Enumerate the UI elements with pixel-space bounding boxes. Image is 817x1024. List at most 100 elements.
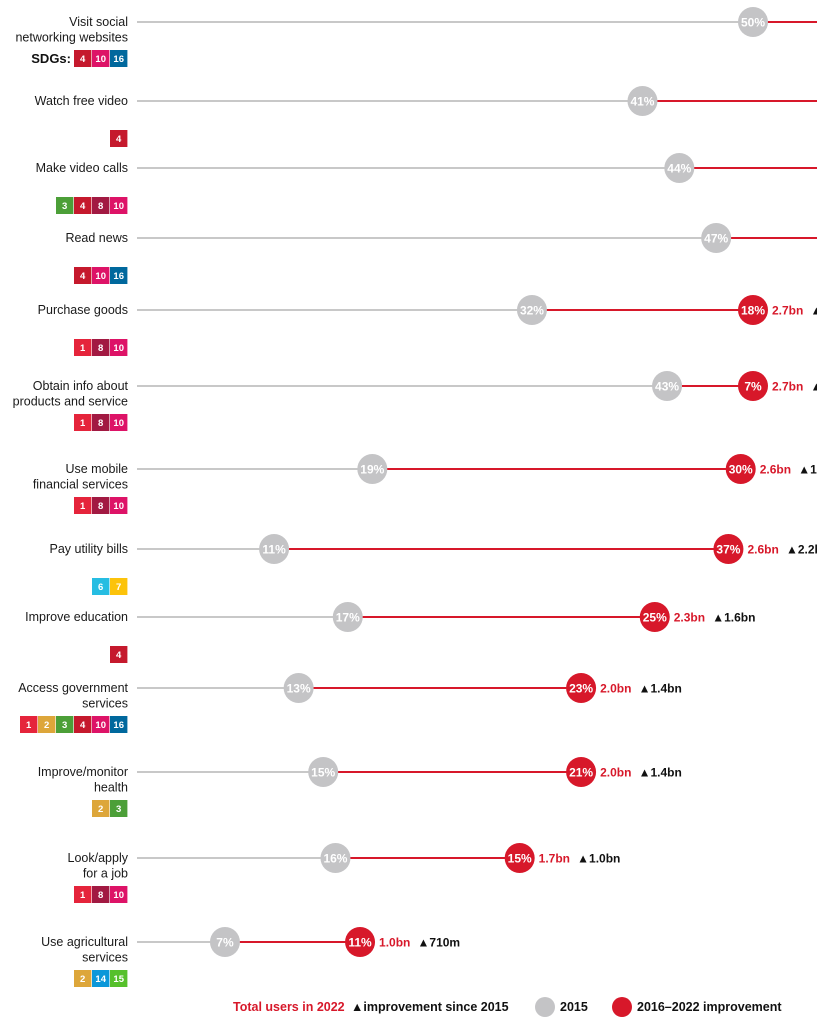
sdg-badge-label: 15 [113,974,124,985]
bubble-2015 [652,371,683,401]
sdg-badge [92,716,110,733]
row-label: networking websites [15,31,128,45]
bubble-2015 [308,757,339,787]
improvement-label: ▲1.5bn [811,304,817,318]
legend-2015-marker [535,997,555,1017]
total-users-label: 2.0bn [600,766,631,780]
sdg-badge [110,130,128,147]
sdg-badge [110,497,128,514]
sdg-badge-label: 10 [113,418,124,429]
sdg-badge [92,197,110,214]
row-label: Access government [18,681,128,695]
bubble-2015-label: 43% [655,380,679,394]
bubble-2015 [664,153,695,183]
legend-improvement-label: ▲improvement since 2015 [351,1000,509,1014]
bubble-2015 [516,295,547,325]
sdg-badge [110,50,128,67]
total-users-label: 2.0bn [600,682,631,696]
improvement-label: ▲1.0bn [577,852,620,866]
sdg-badge-label: 16 [113,271,124,282]
chart-rows: 50%18%3.7bn▲1.7bnVisit socialnetworking … [13,7,817,987]
sdg-badge-label: 2 [44,720,49,731]
sdg-badge [92,886,110,903]
sdg-badge-label: 3 [62,201,67,212]
sdg-badge [110,578,128,595]
sdg-badge [56,716,74,733]
sdg-badge [92,339,110,356]
bubble-improvement-label: 37% [716,543,740,557]
sdg-badge [74,414,92,431]
total-users-label: 2.7bn [772,304,803,318]
row-label: Read news [65,231,128,245]
legend-total-label: Total users in 2022 [233,1000,345,1014]
bubble-2015 [209,927,240,957]
sdg-badge [110,970,128,987]
sdg-badge-label: 6 [98,582,103,593]
sdg-prefix-label: SDGs: [31,51,71,66]
bubble-2015-label: 41% [630,95,654,109]
total-users-label: 1.7bn [539,852,570,866]
sdg-badge [74,716,92,733]
sdg-badge-label: 3 [116,804,121,815]
row-label: Watch free video [35,94,128,108]
bubble-2015-label: 16% [323,852,347,866]
chart-row: 43% 7% 2.7bn ▲1.0bn Obtain info about product… [13,371,817,431]
chart-row: 11% 37% 2.6bn ▲2.2bn Pay utility bills 6 7 [50,534,817,595]
bubble-improvement [504,843,535,873]
sdg-badge [110,886,128,903]
bubble-2015 [283,673,314,703]
sdg-badge-label: 1 [80,501,86,512]
sdg-badge-label: 14 [95,974,106,985]
sdg-badge-label: 4 [116,650,122,661]
bubble-2015-label: 13% [287,682,311,696]
sdg-badge-label: 10 [95,720,106,731]
bubble-2015-label: 19% [360,463,384,477]
sdg-badge-label: 10 [113,890,124,901]
improvement-label: ▲710m [418,936,461,950]
sdg-badge [110,414,128,431]
bubble-improvement-label: 30% [729,463,753,477]
total-users-label: 2.6bn [760,463,791,477]
sdg-badge-label: 10 [113,201,124,212]
total-users-label: 2.6bn [747,543,778,557]
bubble-improvement [738,371,768,401]
bubble-2015-label: 17% [336,611,360,625]
improvement-label: ▲1.9bn [798,463,817,477]
row-label: Visit social [69,15,128,29]
sdg-badge [74,197,92,214]
sdg-badge [92,414,110,431]
bubble-2015-label: 50% [741,16,765,30]
sdg-badge [110,267,128,284]
sdg-badge-label: 1 [80,890,86,901]
bubble-2015 [627,86,658,116]
chart-row: 13% 23% 2.0bn ▲1.4bn Access government servic… [18,673,682,733]
legend-2015-label: 2015 [560,1000,588,1014]
bubble-improvement [725,454,756,484]
bubble-2015 [701,223,732,253]
bubble-improvement [345,927,376,957]
row-label: Use mobile [65,462,128,476]
sdg-badge-label: 2 [80,974,85,985]
bubble-improvement [738,295,768,325]
bubble-improvement [639,602,670,632]
chart-row: 16% 15% 1.7bn ▲1.0bn Look/apply for a job 1 8 10 [68,843,620,903]
bubble-improvement-label: 21% [569,766,593,780]
bubble-improvement-label: 7% [744,380,762,394]
sdg-badge [92,497,110,514]
chart-row: 19% 30% 2.6bn ▲1.9bn Use mobile financial ser… [33,454,817,514]
sdg-badge [92,50,110,67]
sdg-badge [110,646,128,663]
bubble-improvement-label: 25% [643,611,667,625]
sdg-badge [20,716,38,733]
total-users-label: 2.3bn [674,611,705,625]
bubble-improvement [566,673,597,703]
sdg-badge [92,578,110,595]
bubble-2015 [332,602,363,632]
bubble-improvement-label: 23% [569,682,593,696]
sdg-badge-label: 8 [98,501,103,512]
sdg-badge-label: 8 [98,418,103,429]
sdg-badge [92,267,110,284]
